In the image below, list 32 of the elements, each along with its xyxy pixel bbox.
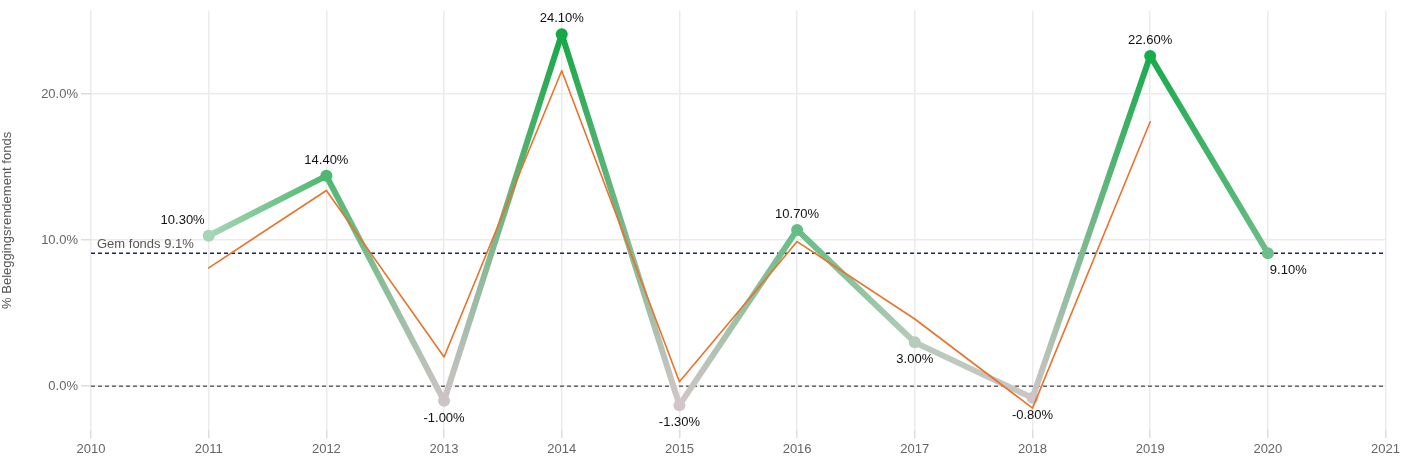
- x-tick-label: 2015: [664, 441, 694, 457]
- data-label: 3.00%: [896, 351, 934, 367]
- x-tick-label: 2020: [1253, 441, 1283, 457]
- ref-line-label: Gem fonds 9.1%: [97, 236, 195, 252]
- point: [908, 336, 921, 349]
- data-label: -1.00%: [423, 409, 466, 425]
- data-label: 24.10%: [539, 10, 585, 26]
- x-tick-label: 2016: [782, 441, 812, 457]
- data-label: -0.80%: [1011, 406, 1054, 422]
- data-label: 14.40%: [304, 151, 349, 167]
- y-tick-label: 10.0%: [41, 231, 79, 247]
- y-tick-label: 0.0%: [48, 377, 79, 393]
- data-label: 9.10%: [1269, 262, 1308, 278]
- point: [791, 223, 804, 236]
- point: [320, 169, 333, 182]
- x-tick-label: 2011: [194, 441, 223, 457]
- data-label: 22.60%: [1128, 32, 1173, 48]
- x-tick-label: 2012: [311, 441, 341, 457]
- x-tick-label: 2019: [1135, 441, 1165, 457]
- point: [202, 229, 215, 242]
- x-tick-label: 2021: [1371, 441, 1400, 457]
- x-tick-label: 2017: [900, 441, 930, 457]
- y-tick-label: 20.0%: [41, 85, 79, 101]
- x-tick-label: 2014: [547, 441, 577, 457]
- data-label: 10.70%: [775, 205, 820, 221]
- x-tick-label: 2018: [1018, 441, 1047, 457]
- point: [1261, 247, 1274, 260]
- x-tick-label: 2010: [76, 441, 106, 457]
- data-label: -1.30%: [658, 414, 701, 430]
- y-axis-title: % Beleggingsrendement fonds: [0, 131, 15, 309]
- x-tick-label: 2013: [429, 441, 459, 457]
- data-label: 10.30%: [160, 211, 206, 227]
